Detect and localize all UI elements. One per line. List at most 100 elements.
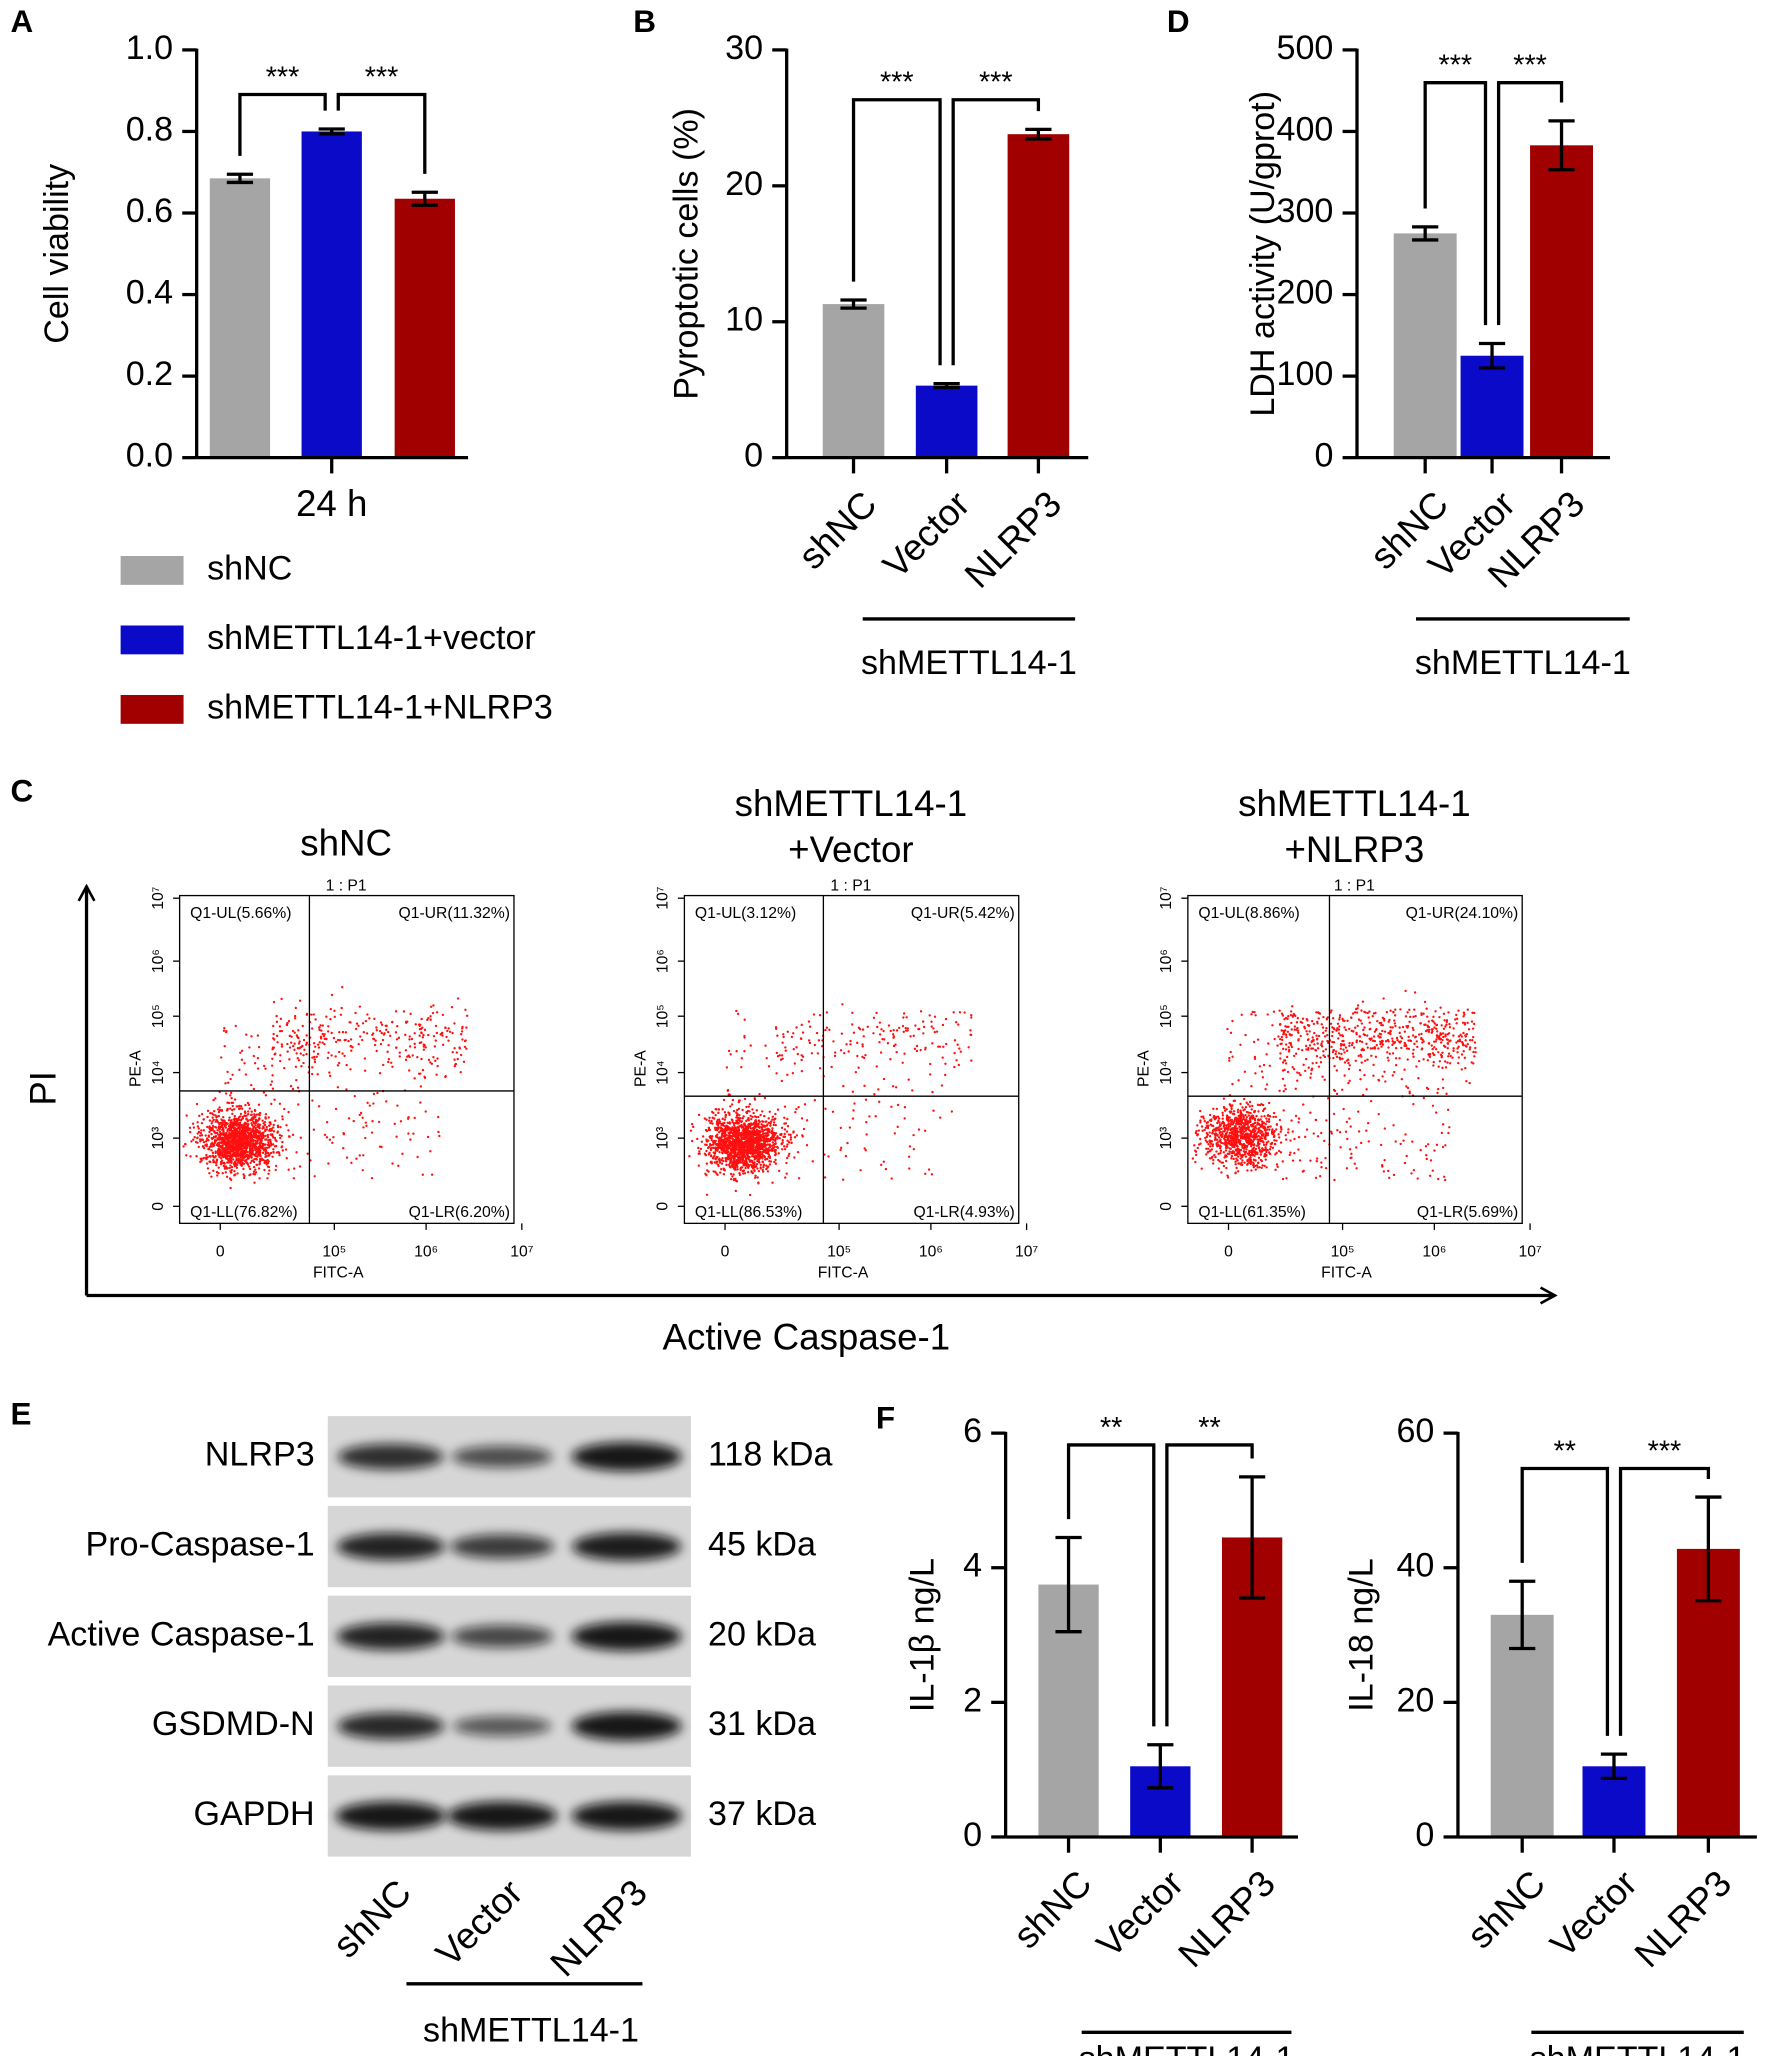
cell-dot: [402, 1010, 406, 1013]
cell-dot: [720, 1168, 723, 1171]
cell-dot: [877, 1088, 880, 1091]
cell-dot: [715, 1172, 718, 1175]
cell-dot: [1236, 1120, 1240, 1124]
cell-dot: [769, 1160, 773, 1163]
cell-dot: [1267, 1118, 1271, 1121]
cell-dot: [249, 1173, 252, 1176]
cell-dot: [743, 1097, 747, 1101]
cell-dot: [238, 1107, 242, 1110]
cell-dot: [1232, 1099, 1235, 1103]
quadrant-label: Q1-LR(4.93%): [913, 1204, 1014, 1221]
cell-dot: [859, 1169, 862, 1172]
cell-dot: [223, 1142, 226, 1145]
cell-dot: [740, 1166, 743, 1169]
cell-dot: [1208, 1134, 1212, 1138]
cell-dot: [270, 1080, 274, 1083]
cell-dot: [1234, 1116, 1237, 1120]
cell-dot: [266, 1133, 269, 1137]
cell-dot: [295, 1052, 298, 1055]
cell-dot: [1447, 1011, 1450, 1014]
cell-dot: [250, 1155, 253, 1159]
cell-dot: [752, 1111, 755, 1115]
cell-dot: [1213, 1114, 1216, 1118]
cell-dot: [741, 1141, 744, 1145]
cell-dot: [1247, 1114, 1251, 1117]
cell-dot: [229, 1137, 232, 1140]
cell-dot: [235, 1105, 238, 1108]
cell-dot: [318, 1028, 321, 1032]
cell-dot: [435, 1011, 439, 1014]
cell-dot: [743, 1131, 746, 1135]
cell-dot: [750, 1141, 753, 1144]
cell-dot: [749, 1135, 752, 1138]
cell-dot: [408, 1069, 411, 1072]
cell-dot: [199, 1160, 202, 1164]
cell-dot: [787, 1154, 790, 1158]
cell-dot: [246, 1131, 249, 1134]
cell-dot: [279, 1136, 282, 1140]
cell-dot: [1282, 1109, 1285, 1112]
cell-dot: [1246, 1169, 1249, 1172]
cell-dot: [714, 1114, 717, 1117]
cell-dot: [748, 1110, 751, 1113]
cell-dot: [851, 1023, 854, 1026]
y-axis-label: PI: [23, 1071, 64, 1106]
cell-dot: [220, 1109, 224, 1112]
cell-dot: [272, 1024, 275, 1028]
cell-dot: [189, 1155, 192, 1158]
cell-dot: [755, 1109, 758, 1112]
cell-dot: [448, 1030, 452, 1033]
cell-dot: [391, 1162, 394, 1165]
cell-dot: [931, 1042, 934, 1045]
cell-dot: [361, 1169, 364, 1172]
cell-dot: [1286, 1131, 1290, 1134]
cell-dot: [405, 1021, 408, 1024]
x-tick-label: 24 h: [296, 483, 367, 524]
cell-dot: [1383, 1070, 1386, 1073]
cell-dot: [235, 1144, 238, 1148]
cell-dot: [725, 1140, 728, 1143]
cell-dot: [742, 1161, 745, 1165]
cell-dot: [1226, 1118, 1230, 1121]
panel-label: D: [1167, 4, 1190, 39]
cell-dot: [263, 1064, 266, 1068]
cell-dot: [1275, 1163, 1279, 1166]
cell-dot: [225, 1122, 228, 1125]
cell-dot: [743, 1128, 746, 1131]
cell-dot: [746, 1148, 750, 1151]
cell-dot: [243, 1111, 247, 1114]
cell-dot: [953, 1051, 956, 1055]
cell-dot: [323, 1133, 327, 1137]
cell-dot: [1246, 1139, 1249, 1142]
cell-dot: [944, 1017, 948, 1021]
cell-dot: [239, 1139, 242, 1142]
cell-dot: [918, 1027, 921, 1031]
cell-dot: [272, 1000, 276, 1004]
cell-dot: [765, 1151, 768, 1155]
cell-dot: [874, 1115, 877, 1118]
cell-dot: [712, 1111, 715, 1115]
cell-dot: [764, 1044, 767, 1047]
group-label: shMETTL14-1: [1530, 2040, 1746, 2056]
cell-dot: [419, 1085, 423, 1088]
cell-dot: [970, 1016, 973, 1019]
cell-dot: [252, 1170, 256, 1173]
cell-dot: [250, 1110, 253, 1113]
cell-dot: [371, 1120, 374, 1123]
quadrant-label: Q1-UR(5.42%): [911, 905, 1015, 922]
cell-dot: [264, 1155, 267, 1159]
legend-swatch: [120, 556, 184, 585]
cell-dot: [395, 1046, 398, 1049]
cell-dot: [719, 1171, 722, 1174]
cell-dot: [300, 1064, 303, 1068]
cell-dot: [222, 1129, 225, 1132]
cell-dot: [254, 1124, 257, 1127]
cell-dot: [1460, 1053, 1464, 1056]
cell-dot: [1294, 1114, 1298, 1118]
cell-dot: [752, 1132, 756, 1135]
cell-dot: [751, 1134, 755, 1138]
cell-dot: [800, 1117, 804, 1120]
cell-dot: [252, 1139, 255, 1143]
cell-dot: [765, 1149, 768, 1152]
cell-dot: [336, 1038, 340, 1042]
